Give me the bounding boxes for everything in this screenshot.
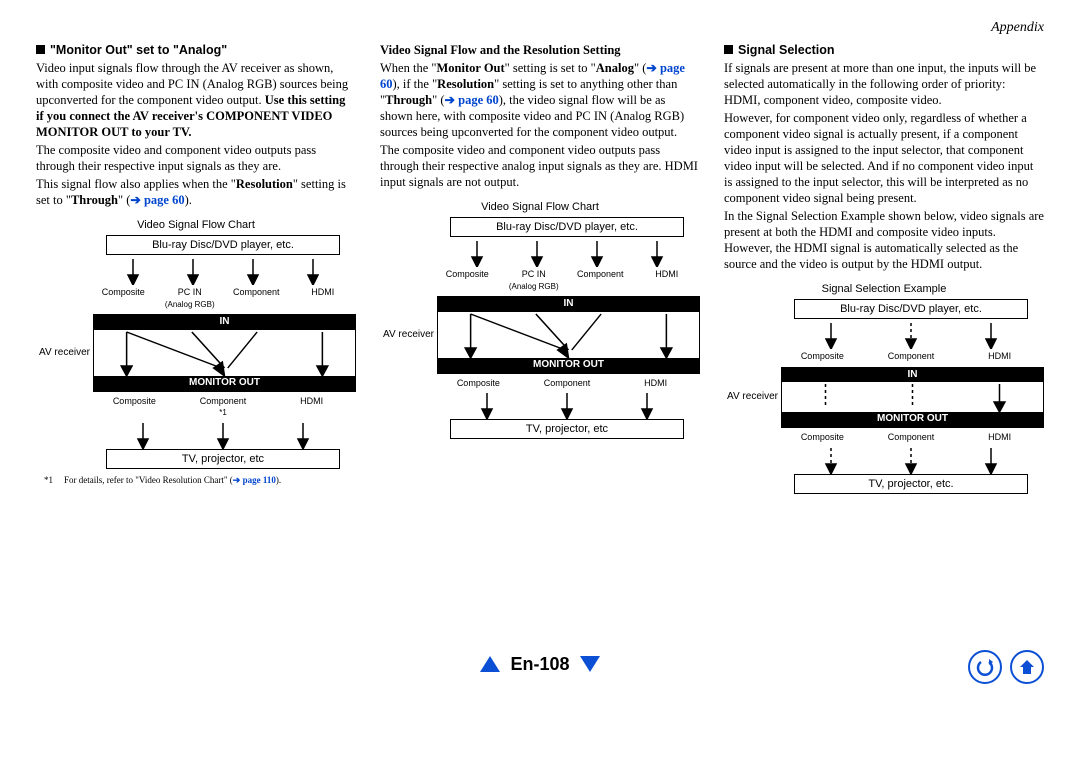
page-number: En-108 bbox=[36, 654, 1044, 675]
home-icon[interactable] bbox=[1010, 650, 1044, 684]
next-page-icon[interactable] bbox=[580, 656, 600, 672]
chart1-source-box: Blu-ray Disc/DVD player, etc. bbox=[106, 235, 339, 255]
out-hdmi: HDMI bbox=[955, 432, 1044, 444]
chart1-title: Video Signal Flow Chart bbox=[36, 218, 356, 232]
label-pcin: PC IN(Analog RGB) bbox=[157, 287, 224, 310]
prev-page-icon[interactable] bbox=[480, 656, 500, 672]
label-component: Component bbox=[567, 269, 634, 292]
col2-heading: Video Signal Flow and the Resolution Set… bbox=[380, 42, 700, 58]
label-hdmi: HDMI bbox=[634, 269, 701, 292]
col1-p3d: Through bbox=[71, 193, 118, 207]
out-component: Component bbox=[867, 432, 956, 444]
footnote-text: For details, refer to "Video Resolution … bbox=[64, 475, 356, 487]
chart3-title: Signal Selection Example bbox=[724, 282, 1044, 296]
chart2-source-box: Blu-ray Disc/DVD player, etc. bbox=[450, 217, 683, 237]
back-icon[interactable] bbox=[968, 650, 1002, 684]
label-component: Component bbox=[223, 287, 290, 310]
col2-page-link-60b[interactable]: ➔ page 60 bbox=[445, 93, 499, 107]
col1-p3f: ). bbox=[185, 193, 192, 207]
in-component: Component bbox=[867, 351, 956, 363]
out-composite: Composite bbox=[434, 378, 523, 390]
out-bar: MONITOR OUT bbox=[438, 358, 699, 373]
in-composite: Composite bbox=[778, 351, 867, 363]
column-3: Signal Selection If signals are present … bbox=[724, 42, 1044, 494]
page-footer: En-108 bbox=[36, 654, 1044, 690]
col3-para2: However, for component video only, regar… bbox=[724, 110, 1044, 206]
footnote-a: For details, refer to "Video Resolution … bbox=[64, 475, 233, 485]
in-bar: IN bbox=[438, 297, 699, 312]
col1-p3a: This signal flow also applies when the " bbox=[36, 177, 236, 191]
out-bar: MONITOR OUT bbox=[94, 376, 355, 391]
label-composite: Composite bbox=[434, 269, 501, 292]
out-composite: Composite bbox=[778, 432, 867, 444]
col3-heading: Signal Selection bbox=[724, 42, 1044, 58]
flow-chart-2: Video Signal Flow Chart Blu-ray Disc/DVD… bbox=[380, 200, 700, 439]
label-composite: Composite bbox=[90, 287, 157, 310]
label-hdmi: HDMI bbox=[290, 287, 357, 310]
out-hdmi: HDMI bbox=[611, 378, 700, 390]
out-component: Component*1 bbox=[179, 396, 268, 419]
chart1-dest-box: TV, projector, etc bbox=[106, 449, 339, 469]
col3-para3: In the Signal Selection Example shown be… bbox=[724, 208, 1044, 272]
footnote-b: ). bbox=[276, 475, 281, 485]
col1-p3b: Resolution bbox=[236, 177, 293, 191]
chart1-footnote: *1 For details, refer to "Video Resoluti… bbox=[36, 475, 356, 487]
col1-para3: This signal flow also applies when the "… bbox=[36, 176, 356, 208]
col1-heading: "Monitor Out" set to "Analog" bbox=[36, 42, 356, 58]
in-bar: IN bbox=[94, 315, 355, 330]
col1-heading-text: "Monitor Out" set to "Analog" bbox=[50, 43, 227, 57]
out-hdmi: HDMI bbox=[267, 396, 356, 419]
av-receiver-label: AV receiver bbox=[380, 329, 437, 342]
in-bar: IN bbox=[782, 368, 1043, 383]
flow-chart-1: Video Signal Flow Chart Blu-ray Disc/DVD… bbox=[36, 218, 356, 469]
footnote-num: *1 bbox=[36, 475, 64, 487]
chart2-dest-box: TV, projector, etc bbox=[450, 419, 683, 439]
col2-para2: The composite video and component video … bbox=[380, 142, 700, 190]
col1-p3e: " ( bbox=[118, 193, 130, 207]
out-bar: MONITOR OUT bbox=[782, 412, 1043, 427]
chart1-inputs: Composite PC IN(Analog RGB) Component HD… bbox=[90, 287, 356, 310]
chart3-dest-box: TV, projector, etc. bbox=[794, 474, 1027, 494]
chart3-source-box: Blu-ray Disc/DVD player, etc. bbox=[794, 299, 1027, 319]
col1-page-link-60[interactable]: ➔ page 60 bbox=[130, 193, 184, 207]
chart1-arrows-top bbox=[90, 257, 356, 285]
col3-heading-text: Signal Selection bbox=[738, 43, 835, 57]
chart1-av-block: AV receiver IN bbox=[36, 314, 356, 392]
av-receiver-label: AV receiver bbox=[724, 391, 781, 404]
av-receiver-label: AV receiver bbox=[36, 347, 93, 360]
col1-para2: The composite video and component video … bbox=[36, 142, 356, 174]
col3-para1: If signals are present at more than one … bbox=[724, 60, 1044, 108]
square-bullet-icon bbox=[724, 45, 733, 54]
square-bullet-icon bbox=[36, 45, 45, 54]
column-2: Video Signal Flow and the Resolution Set… bbox=[380, 42, 700, 494]
appendix-header: Appendix bbox=[36, 20, 1044, 36]
selection-chart: Signal Selection Example Blu-ray Disc/DV… bbox=[724, 282, 1044, 494]
out-component: Component bbox=[523, 378, 612, 390]
chart1-outputs: Composite Component*1 HDMI bbox=[90, 396, 356, 419]
label-pcin: PC IN(Analog RGB) bbox=[501, 269, 568, 292]
chart1-arrows-bottom bbox=[90, 421, 356, 449]
footnote-link[interactable]: ➔ page 110 bbox=[233, 475, 276, 485]
in-hdmi: HDMI bbox=[955, 351, 1044, 363]
col2-para1: When the "Monitor Out" setting is set to… bbox=[380, 60, 700, 140]
chart2-title: Video Signal Flow Chart bbox=[380, 200, 700, 214]
col1-para1: Video input signals flow through the AV … bbox=[36, 60, 356, 140]
page-number-text: En-108 bbox=[510, 654, 569, 675]
out-composite: Composite bbox=[90, 396, 179, 419]
column-1: "Monitor Out" set to "Analog" Video inpu… bbox=[36, 42, 356, 494]
